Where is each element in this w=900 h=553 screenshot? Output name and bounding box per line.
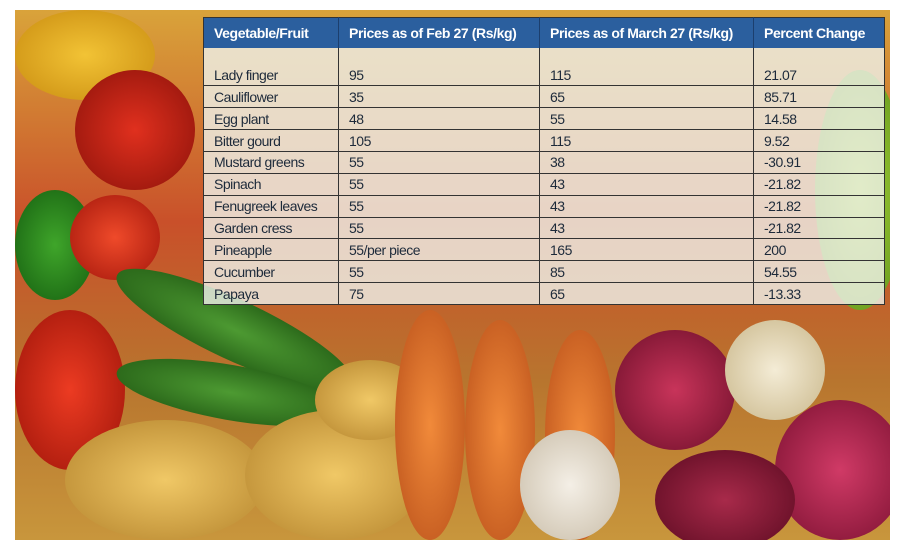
cell-percent-change: 200 xyxy=(753,238,885,262)
cell-item-name: Mustard greens xyxy=(203,151,339,174)
cell-feb-price: 55 xyxy=(338,195,540,218)
cell-march-price: 165 xyxy=(539,238,754,262)
table-row: Fenugreek leaves 55 43 -21.82 xyxy=(203,195,885,218)
cell-feb-price: 55 xyxy=(338,173,540,196)
table-row: Bitter gourd 105 115 9.52 xyxy=(203,129,885,152)
garlic xyxy=(520,430,620,540)
cell-item-name: Cucumber xyxy=(203,260,339,284)
carrot xyxy=(395,310,465,540)
cell-march-price: 43 xyxy=(539,173,754,196)
cell-percent-change: -21.82 xyxy=(753,217,885,240)
red-pepper xyxy=(75,70,195,190)
cell-feb-price: 35 xyxy=(338,85,540,109)
cell-item-name: Bitter gourd xyxy=(203,129,339,152)
table-row: Cauliflower 35 65 85.71 xyxy=(203,85,885,109)
cell-percent-change: -21.82 xyxy=(753,173,885,196)
column-header-item: Vegetable/Fruit xyxy=(203,17,339,48)
cell-percent-change: 21.07 xyxy=(753,48,885,87)
cell-march-price: 65 xyxy=(539,85,754,109)
price-table: Vegetable/Fruit Prices as of Feb 27 (Rs/… xyxy=(203,17,885,305)
cell-item-name: Egg plant xyxy=(203,107,339,131)
cell-feb-price: 105 xyxy=(338,129,540,152)
table-header-row: Vegetable/Fruit Prices as of Feb 27 (Rs/… xyxy=(203,17,885,48)
cell-feb-price: 95 xyxy=(338,48,540,87)
onion xyxy=(775,400,890,540)
cell-feb-price: 48 xyxy=(338,107,540,131)
cell-percent-change: -21.82 xyxy=(753,195,885,218)
cell-item-name: Papaya xyxy=(203,282,339,305)
cell-feb-price: 55 xyxy=(338,151,540,174)
cell-percent-change: -13.33 xyxy=(753,282,885,305)
cell-item-name: Lady finger xyxy=(203,48,339,87)
cell-march-price: 115 xyxy=(539,129,754,152)
potato xyxy=(65,420,265,540)
table-row: Spinach 55 43 -21.82 xyxy=(203,173,885,196)
cell-march-price: 43 xyxy=(539,217,754,240)
tomato xyxy=(70,195,160,280)
onion xyxy=(725,320,825,420)
table-row: Pineapple 55/per piece 165 200 xyxy=(203,238,885,262)
table-row: Lady finger 95 115 21.07 xyxy=(203,48,885,87)
cell-percent-change: 9.52 xyxy=(753,129,885,152)
cell-feb-price: 55 xyxy=(338,260,540,284)
onion xyxy=(655,450,795,540)
cell-item-name: Pineapple xyxy=(203,238,339,262)
cell-item-name: Spinach xyxy=(203,173,339,196)
cell-feb-price: 55/per piece xyxy=(338,238,540,262)
column-header-feb-price: Prices as of Feb 27 (Rs/kg) xyxy=(338,17,540,48)
cell-march-price: 65 xyxy=(539,282,754,305)
cell-march-price: 55 xyxy=(539,107,754,131)
table-row: Mustard greens 55 38 -30.91 xyxy=(203,151,885,174)
cell-percent-change: 54.55 xyxy=(753,260,885,284)
cell-percent-change: 85.71 xyxy=(753,85,885,109)
table-row: Cucumber 55 85 54.55 xyxy=(203,260,885,284)
table-row: Egg plant 48 55 14.58 xyxy=(203,107,885,131)
table-row: Papaya 75 65 -13.33 xyxy=(203,282,885,305)
cell-feb-price: 75 xyxy=(338,282,540,305)
cell-march-price: 43 xyxy=(539,195,754,218)
cell-feb-price: 55 xyxy=(338,217,540,240)
column-header-march-price: Prices as of March 27 (Rs/kg) xyxy=(539,17,754,48)
cell-item-name: Cauliflower xyxy=(203,85,339,109)
onion xyxy=(615,330,735,450)
table-row: Garden cress 55 43 -21.82 xyxy=(203,217,885,240)
cell-percent-change: 14.58 xyxy=(753,107,885,131)
cell-march-price: 115 xyxy=(539,48,754,87)
cell-percent-change: -30.91 xyxy=(753,151,885,174)
cell-item-name: Fenugreek leaves xyxy=(203,195,339,218)
cell-march-price: 38 xyxy=(539,151,754,174)
cell-march-price: 85 xyxy=(539,260,754,284)
cell-item-name: Garden cress xyxy=(203,217,339,240)
column-header-percent-change: Percent Change xyxy=(753,17,885,48)
